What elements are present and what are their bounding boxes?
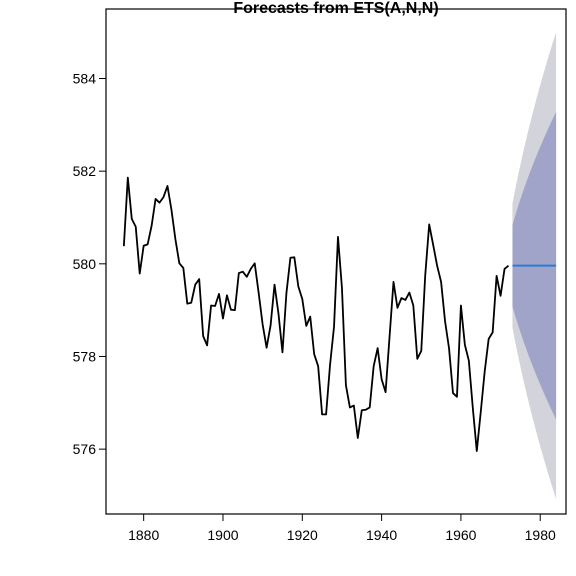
x-tick-label: 1980 bbox=[525, 527, 556, 543]
y-tick-label: 576 bbox=[73, 441, 97, 457]
x-tick-label: 1880 bbox=[128, 527, 159, 543]
observed-series-line bbox=[122, 176, 510, 452]
series-lines bbox=[122, 176, 557, 452]
y-tick-label: 584 bbox=[73, 70, 97, 86]
x-tick-label: 1900 bbox=[207, 527, 238, 543]
x-axis: 1880 1900 1920 1940 1960 1980 bbox=[128, 513, 556, 543]
y-tick-label: 578 bbox=[73, 348, 97, 364]
x-tick-label: 1920 bbox=[287, 527, 318, 543]
x-tick-label: 1960 bbox=[445, 527, 476, 543]
y-axis: 576 578 580 582 584 bbox=[73, 70, 107, 457]
x-tick-label: 1940 bbox=[366, 527, 397, 543]
y-tick-label: 580 bbox=[73, 256, 97, 272]
y-tick-label: 582 bbox=[73, 163, 97, 179]
